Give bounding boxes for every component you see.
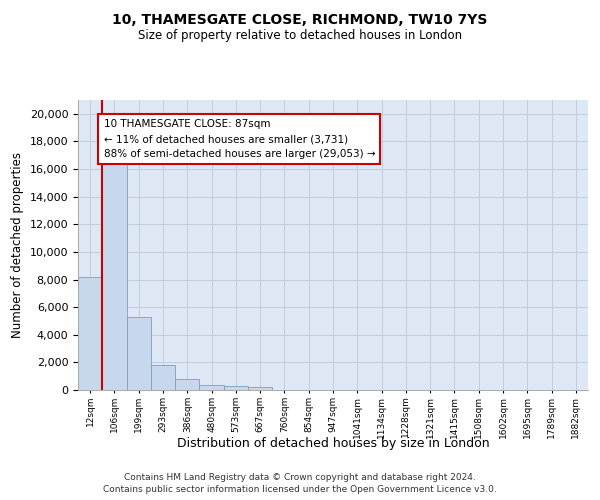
Bar [78,277,102,390]
Text: 10, THAMESGATE CLOSE, RICHMOND, TW10 7YS: 10, THAMESGATE CLOSE, RICHMOND, TW10 7YS [112,12,488,26]
Y-axis label: Number of detached properties: Number of detached properties [11,152,24,338]
Text: Contains public sector information licensed under the Open Government Licence v3: Contains public sector information licen… [103,485,497,494]
Bar [175,379,199,390]
Text: Contains HM Land Registry data © Crown copyright and database right 2024.: Contains HM Land Registry data © Crown c… [124,472,476,482]
Text: 10 THAMESGATE CLOSE: 87sqm
← 11% of detached houses are smaller (3,731)
88% of s: 10 THAMESGATE CLOSE: 87sqm ← 11% of deta… [104,120,375,159]
Text: Size of property relative to detached houses in London: Size of property relative to detached ho… [138,29,462,42]
Bar [127,317,151,390]
Bar [151,365,175,390]
Bar [102,161,127,390]
Bar [248,387,272,390]
Bar [199,385,224,390]
Text: Distribution of detached houses by size in London: Distribution of detached houses by size … [176,438,490,450]
Bar [224,386,248,390]
